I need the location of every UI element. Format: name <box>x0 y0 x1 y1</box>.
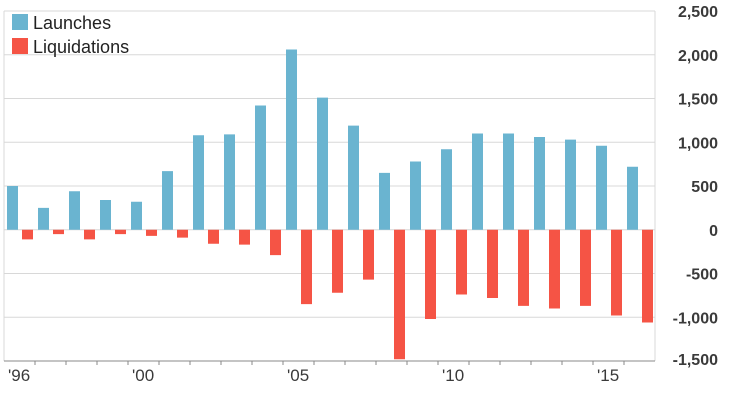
x-tick-label: '15 <box>597 366 619 385</box>
liquidations-bar-2006 <box>332 229 343 293</box>
launches-bar-2001 <box>162 171 173 230</box>
x-tick-label: '00 <box>132 366 154 385</box>
liquidations-bar-2005 <box>301 229 312 305</box>
liquidations-bar-2001 <box>177 229 188 238</box>
liquidations-bar-2012 <box>518 229 529 306</box>
y-tick-label: 0 <box>709 223 718 240</box>
legend: Launches Liquidations <box>12 13 129 57</box>
liquidations-bar-2008 <box>394 229 405 360</box>
liquidations-bar-2007 <box>363 229 374 280</box>
legend-label-launches: Launches <box>33 13 111 33</box>
y-tick-label: 2,000 <box>678 48 718 65</box>
liquidations-bar-2003 <box>239 229 250 245</box>
launches-bar-2000 <box>131 201 142 230</box>
launches-bar-2003 <box>224 134 235 230</box>
liquidations-bar-2004 <box>270 229 281 256</box>
launches-bar-2011 <box>472 133 483 230</box>
x-tick-label: '10 <box>442 366 464 385</box>
liquidations-bar-2002 <box>208 229 219 244</box>
liquidations-bar-2011 <box>487 229 498 298</box>
y-tick-label: 2,500 <box>678 4 718 21</box>
axes <box>3 11 656 365</box>
y-tick-label: 1,500 <box>678 92 718 109</box>
y-tick-labels: 2,500 2,000 1,500 1,000 500 0 -500 -1,000 -1,500 <box>673 4 718 369</box>
launches-bar-1996 <box>7 186 18 230</box>
liquidations-bar-2009 <box>425 229 436 319</box>
bars <box>7 49 653 360</box>
liquidations-bar-2014 <box>580 229 591 306</box>
y-tick-label: -1,500 <box>673 352 718 369</box>
launches-bar-2009 <box>410 161 421 230</box>
liquidations-bar-1997 <box>53 229 64 235</box>
liquidations-bar-1999 <box>115 229 126 235</box>
liquidations-bar-2013 <box>549 229 560 309</box>
launches-bar-1999 <box>100 200 111 230</box>
x-tick-labels: '96 '00 '05 '10 '15 <box>8 366 619 385</box>
liquidations-bar-2000 <box>146 229 157 236</box>
launches-bar-2016 <box>627 166 638 230</box>
launches-bar-2006 <box>317 97 328 230</box>
launches-bar-1998 <box>69 191 80 230</box>
launches-bar-2007 <box>348 125 359 230</box>
x-tick-label: '96 <box>8 366 30 385</box>
liquidations-bar-1996 <box>22 229 33 240</box>
y-tick-label: -1,000 <box>673 310 718 327</box>
x-tick-label: '05 <box>287 366 309 385</box>
launches-bar-2008 <box>379 172 390 230</box>
y-tick-label: 1,000 <box>678 135 718 152</box>
launches-bar-1997 <box>38 207 49 230</box>
launches-bar-2012 <box>503 133 514 230</box>
y-tick-label: -500 <box>686 267 718 284</box>
launches-bar-2015 <box>596 145 607 230</box>
liquidations-bar-1998 <box>84 229 95 240</box>
launches-bar-2005 <box>286 49 297 230</box>
launches-bar-2013 <box>534 137 545 230</box>
liquidations-bar-2015 <box>611 229 622 316</box>
launches-bar-2004 <box>255 105 266 230</box>
liquidations-bar-2016 <box>642 229 653 323</box>
launches-bar-2010 <box>441 149 452 230</box>
liquidations-bar-2010 <box>456 229 467 295</box>
legend-swatch-launches <box>12 14 28 30</box>
launches-bar-2002 <box>193 135 204 230</box>
legend-label-liquidations: Liquidations <box>33 37 129 57</box>
launches-bar-2014 <box>565 139 576 230</box>
y-tick-label: 500 <box>691 179 718 196</box>
legend-swatch-liquidations <box>12 38 28 54</box>
